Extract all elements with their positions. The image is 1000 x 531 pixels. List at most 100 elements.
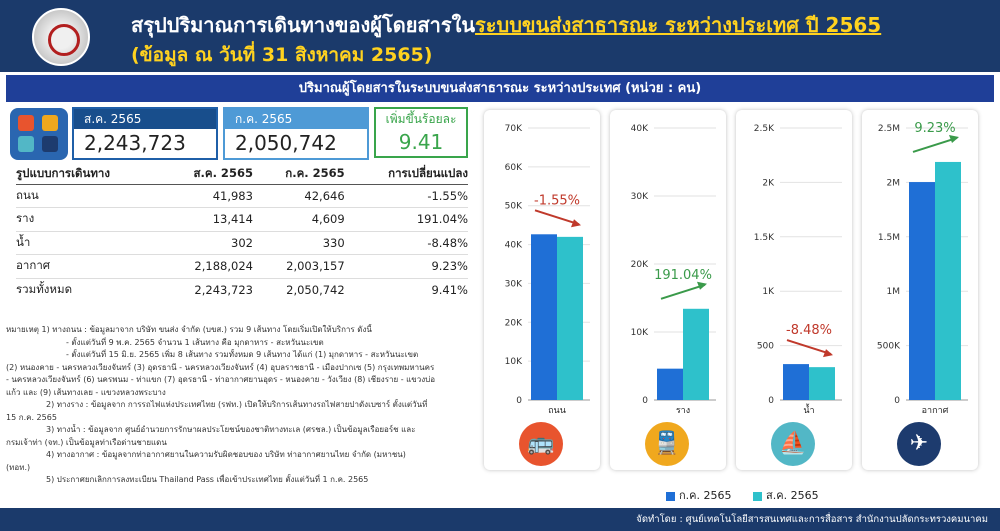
table-cell: -8.48% [344,231,468,255]
y-tick-label: 50K [505,202,523,212]
bar-aug [683,308,709,400]
table-header-row: รูปแบบการเดินทาง ส.ค. 2565 ก.ค. 2565 การ… [16,164,468,185]
table-cell: 9.41% [431,283,468,297]
note-line: 5) ประกาศยกเลิกการลงทะเบียน Thailand Pas… [46,475,369,484]
bar-jul [783,364,809,400]
note-line: 3) ทางน้ำ : ข้อมูลจาก ศูนย์อำนวยการรักษา… [46,425,416,434]
column-header: ส.ค. 2565 [161,164,253,185]
table-row-total: รวมทั้งหมด 2,243,723 2,050,742 9.41% [16,278,468,302]
summary-table: รูปแบบการเดินทาง ส.ค. 2565 ก.ค. 2565 การ… [16,164,468,302]
bar-jul [531,234,557,400]
y-tick-label: 40K [505,241,523,251]
chart-legend: ก.ค. 2565 ส.ค. 2565 [666,486,819,504]
change-arrow-head [823,349,833,358]
y-tick-label: 1.5K [754,233,775,243]
note-line: - ตั้งแต่วันที่ 15 มิ.ย. 2565 เพิ่ม 8 เส… [66,350,419,359]
column-header: ก.ค. 2565 [252,164,345,185]
note-line: แก้ว และ (9) เส้นทางเลย - แขวงหลวงพระบาง [6,387,166,397]
table-cell: -1.55% [344,184,468,208]
table-cell: ถนน [16,184,162,208]
y-tick-label: 10K [631,328,649,338]
y-tick-label: 40K [631,124,649,134]
y-tick-label: 0 [768,396,774,406]
table-cell: 42,646 [252,184,345,208]
table-cell: น้ำ [16,231,162,255]
y-tick-label: 1K [762,287,775,297]
note-line: - นครหลวงเวียงจันทร์ (6) นครพนม - ท่าแขก… [6,375,436,384]
chart-panel-air: 0 500K 1M 1.5M 2M 2.5M อากาศ 9.23% ✈ [862,110,978,470]
train-icon: 🚆 [645,422,689,466]
chart-panel-water: 0 500 1K 1.5K 2K 2.5K น้ำ -8.48% ⛵ [736,110,852,470]
change-label: 191.04% [654,268,712,283]
change-arrow-head [571,219,581,228]
bar-aug [557,236,583,400]
table-cell: 330 [252,231,345,255]
bus-icon: 🚌 [519,422,563,466]
kpi-current-value: 2,243,723 [74,129,216,158]
y-tick-label: 2.5M [878,124,900,134]
change-arrow [660,283,706,300]
footer-credit: จัดทำโดย : ศูนย์เทคโนโลยีสารสนเทศและการส… [0,508,1000,531]
x-tick-label: ถนน [548,406,566,416]
kpi-change: เพิ่มขึ้นร้อยละ 9.41 [374,107,468,158]
legend-swatch-jul [666,491,675,501]
change-arrow-head [697,281,707,290]
table-cell: 2,003,157 [252,254,345,279]
x-tick-label: ราง [676,406,690,416]
table-cell: อากาศ [16,254,162,279]
chart-panel-rail: 0 10K 20K 30K 40K ราง 191.04% 🚆 [610,110,726,470]
table-cell: ราง [16,207,162,232]
kpi-change-value: 9.41 [398,130,444,154]
table-cell: รวมทั้งหมด [16,282,73,296]
column-header: การเปลี่ยนแปลง [344,164,468,185]
kpi-previous-month: ก.ค. 2565 2,050,742 [223,107,369,160]
table-cell: 2,050,742 [286,283,345,297]
chart-svg: 0 500K 1M 1.5M 2M 2.5M อากาศ 9.23% [877,121,968,416]
x-tick-label: น้ำ [803,403,814,416]
table-cell: 13,414 [161,207,253,232]
table-cell: 4,609 [252,207,345,232]
y-tick-label: 10K [505,357,523,367]
kpi-current-month: ส.ค. 2565 2,243,723 [72,107,218,160]
bar-jul [909,182,935,400]
note-line: 4) ทางอากาศ : ข้อมูลจากท่าอากาศยานในความ… [46,450,406,459]
ship-icon: ⛵ [771,422,815,466]
note-line: 15 ก.ค. 2565 [6,412,57,422]
bar-jul [657,368,683,400]
y-tick-label: 70K [505,124,523,134]
note-line: (ทอท.) [6,462,31,472]
chart-svg: 0 10K 20K 30K 40K 50K 60K 70K ถนน -1.55% [505,124,590,416]
kpi-change-label: เพิ่มขึ้นร้อยละ [385,112,457,126]
chart-svg: 0 500 1K 1.5K 2K 2.5K น้ำ -8.48% [754,124,842,416]
note-line: 2) ทางราง : ข้อมูลจาก การรถไฟแห่งประเทศไ… [46,400,428,409]
note-line: หมายเหตุ 1) ทางถนน : ข้อมูลมาจาก บริษัท … [6,325,372,334]
column-header: รูปแบบการเดินทาง [16,164,162,185]
y-tick-label: 0 [894,396,900,406]
table-cell: 41,983 [161,184,253,208]
kpi-current-label: ส.ค. 2565 [74,109,216,129]
note-line: กรมเจ้าท่า (จท.) เป็นข้อมูลท่าเรือด่านชา… [6,437,167,447]
y-tick-label: 0 [516,396,522,406]
legend-label-aug: ส.ค. 2565 [766,489,819,502]
table-row: น้ำ 302 330 -8.48% [16,231,468,255]
header-bar: สรุปปริมาณการเดินทางของผู้โดยสารในระบบขน… [0,0,1000,72]
transport-modes-icon [10,108,68,160]
table-cell: 2,243,723 [194,283,253,297]
y-tick-label: 2M [887,178,901,188]
y-tick-label: 60K [505,163,523,173]
kpi-previous-label: ก.ค. 2565 [225,109,367,129]
legend-swatch-aug [753,491,763,501]
y-tick-label: 500 [757,342,774,352]
y-tick-label: 30K [631,192,649,202]
change-arrow-head [949,134,959,143]
bar-aug [809,367,835,400]
notes-section: หมายเหตุ 1) ทางถนน : ข้อมูลมาจาก บริษัท … [6,324,472,487]
section-title: ปริมาณผู้โดยสารในระบบขนส่งสาธารณะ ระหว่า… [6,75,994,102]
plane-icon: ✈ [897,422,941,466]
change-label: -1.55% [534,193,580,208]
table-cell: 302 [161,231,253,255]
y-tick-label: 20K [631,260,649,270]
table-cell: 9.23% [344,254,468,279]
page-subtitle: (ข้อมูล ณ วันที่ 31 สิงหาคม 2565) [131,44,433,66]
chart-svg: 0 10K 20K 30K 40K ราง 191.04% [631,124,716,416]
